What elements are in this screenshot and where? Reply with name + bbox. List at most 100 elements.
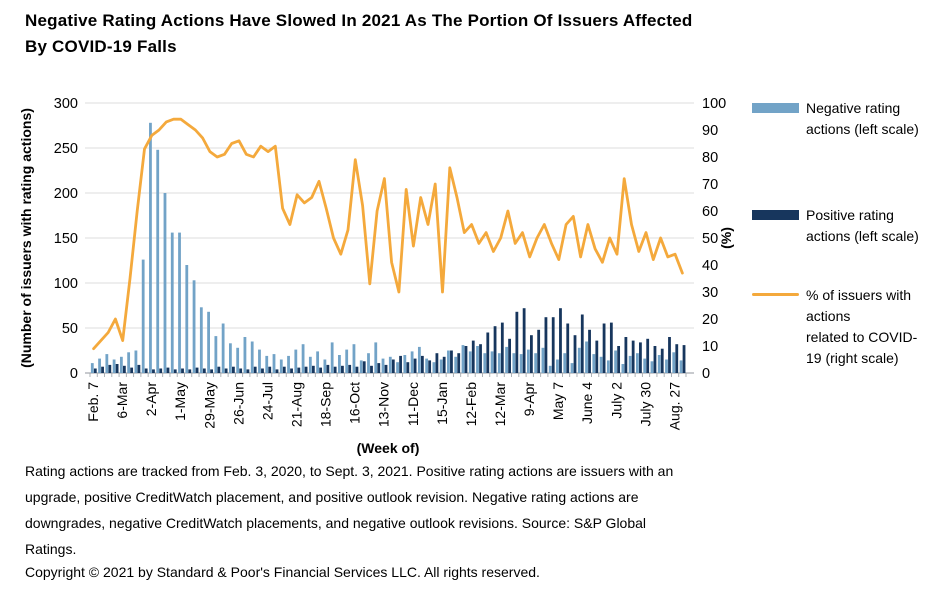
left-axis-tick-label: 50	[62, 321, 78, 337]
positive-bar	[682, 345, 686, 373]
x-tick-label: 26-Jun	[230, 382, 246, 425]
legend-item-label: Positive rating actions (left scale)	[806, 205, 919, 247]
negative-bar	[149, 122, 152, 373]
positive-bar	[515, 311, 519, 373]
negative-bar	[665, 359, 668, 373]
positive-bar	[653, 346, 657, 373]
left-axis-tick-label: 0	[70, 366, 78, 382]
negative-bar	[672, 352, 676, 373]
negative-bar	[519, 354, 523, 373]
positive-bar	[319, 367, 323, 373]
positive-series-swatch	[752, 210, 799, 220]
negative-bar	[512, 353, 516, 373]
legend-label-line: % of issuers with	[806, 287, 912, 303]
negative-bar	[679, 360, 683, 373]
negative-bar	[134, 350, 138, 373]
negative-bar	[178, 232, 181, 373]
negative-bar	[417, 346, 421, 373]
positive-bar	[631, 340, 635, 373]
positive-bar	[602, 323, 606, 373]
positive-bar	[362, 361, 366, 373]
positive-bar	[428, 360, 432, 373]
positive-bar	[188, 369, 192, 373]
positive-bar	[101, 366, 104, 373]
negative-series-swatch	[752, 103, 799, 113]
legend-label-line: Positive rating	[806, 207, 894, 223]
positive-bar	[108, 364, 112, 373]
negative-bar	[534, 353, 538, 373]
negative-bar	[98, 358, 101, 373]
footnote: Rating actions are tracked from Feb. 3, …	[25, 458, 945, 562]
negative-bar	[526, 349, 530, 373]
positive-bar	[668, 337, 671, 373]
negative-bar	[468, 351, 472, 373]
positive-bar	[93, 368, 97, 373]
positive-bar	[181, 368, 184, 373]
negative-bar	[614, 350, 618, 373]
negative-bar	[316, 351, 320, 373]
x-tick-label: 1-May	[172, 382, 188, 421]
negative-bar	[447, 350, 450, 373]
copyright-notice: Copyright © 2021 by Standard & Poor's Fi…	[25, 564, 540, 580]
x-tick-label: 9-Apr	[521, 382, 537, 417]
positive-bar	[377, 363, 381, 373]
right-axis-tick-label: 10	[702, 339, 718, 355]
positive-bar	[297, 367, 301, 373]
negative-bar	[243, 337, 247, 373]
positive-bar	[290, 368, 293, 373]
positive-bar	[457, 353, 461, 373]
negative-bar	[432, 362, 436, 373]
negative-bar	[599, 356, 603, 373]
right-axis-tick-label: 70	[702, 177, 718, 193]
covid-line-swatch	[752, 293, 799, 296]
negative-bar	[497, 353, 501, 373]
negative-bar	[374, 342, 378, 373]
positive-bar	[588, 329, 591, 373]
negative-bar	[556, 359, 559, 373]
negative-bar	[338, 355, 341, 373]
negative-bar	[461, 345, 465, 373]
left-axis-title: (Number of issuers with rating actions)	[18, 108, 34, 368]
x-tick-label: 12-Feb	[463, 382, 479, 427]
x-tick-label: 6-Mar	[114, 382, 130, 419]
right-axis-title: (%)	[718, 227, 734, 249]
positive-bar	[261, 368, 264, 373]
positive-bar	[391, 359, 395, 373]
legend-item-label: % of issuers with actions related to COVID…	[806, 285, 917, 369]
legend-item-label: Negative rating actions (left scale)	[806, 98, 919, 140]
positive-bar	[500, 322, 504, 373]
negative-bar	[563, 353, 567, 373]
negative-bar	[592, 354, 596, 373]
positive-bar	[580, 314, 584, 373]
negative-bar	[352, 344, 356, 373]
positive-bar	[384, 364, 388, 373]
negative-bar	[570, 363, 574, 373]
negative-bar	[577, 347, 581, 373]
left-axis-tick-label: 200	[54, 186, 78, 202]
legend-item-negative: Negative rating actions (left scale)	[752, 98, 919, 140]
positive-bar	[595, 340, 599, 373]
negative-bar	[410, 351, 414, 373]
positive-bar	[311, 365, 315, 373]
positive-bar	[268, 366, 272, 373]
positive-bar	[166, 367, 170, 373]
positive-bar	[217, 366, 221, 373]
negative-bar	[279, 359, 283, 373]
positive-bar	[130, 367, 134, 373]
positive-bar	[399, 355, 402, 373]
x-tick-label: 13-Nov	[376, 382, 392, 427]
negative-bar	[439, 359, 443, 373]
footnote-line: upgrade, positive CreditWatch placement,…	[25, 489, 639, 505]
right-axis-tick-label: 80	[702, 150, 718, 166]
negative-bar	[643, 358, 647, 373]
negative-bar	[141, 259, 145, 373]
negative-bar	[490, 351, 494, 373]
positive-bar	[573, 335, 577, 373]
negative-bar	[650, 361, 654, 373]
positive-bar	[137, 364, 141, 373]
negative-bar	[156, 149, 160, 373]
positive-bar	[551, 317, 555, 373]
negative-bar	[403, 355, 407, 373]
negative-bar	[228, 343, 232, 373]
left-axis-tick-label: 100	[54, 276, 78, 292]
